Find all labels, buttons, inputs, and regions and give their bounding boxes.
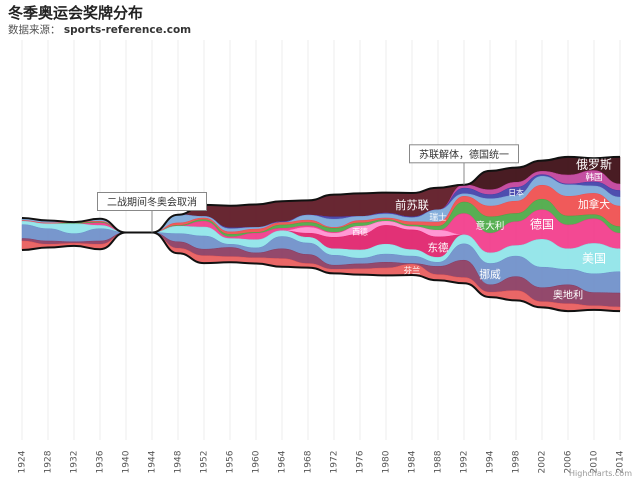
chart-title: 冬季奥运会奖牌分布 [8,4,144,22]
x-tick-1924: 1924 [18,450,28,473]
x-tick-1998: 1998 [512,450,522,473]
annotation-box-0 [97,192,207,211]
series-label-3: 日本 [508,187,524,197]
x-tick-1968: 1968 [304,450,314,473]
annotation-0: 二战期间冬奥会取消 [97,192,207,233]
annotation-text-0: 二战期间冬奥会取消 [107,196,197,209]
x-tick-2010: 2010 [590,450,600,473]
x-tick-1952: 1952 [200,451,210,474]
x-tick-1932: 1932 [70,451,80,474]
x-tick-2014: 2014 [616,450,626,473]
x-tick-1936: 1936 [96,450,106,473]
annotation-box-1 [409,144,519,164]
series-label-6: 意大利 [476,220,505,232]
chart-subtitle: 数据来源： sports-reference.com [8,22,191,37]
subtitle-label: 数据来源： [8,24,61,36]
x-tick-1980: 1980 [382,450,392,473]
x-tick-1984: 1984 [408,450,418,473]
x-tick-2002: 2002 [538,451,548,474]
annotations: 二战期间冬奥会取消 苏联解体，德国统一 [97,144,519,233]
subtitle-source: sports-reference.com [63,24,192,36]
x-tick-2006: 2006 [564,450,574,473]
x-tick-1964: 1964 [278,450,288,473]
x-tick-1992: 1992 [460,451,470,474]
series-label-2: 韩国 [585,172,602,183]
series-label-11: 挪威 [479,268,501,281]
x-tick-1928: 1928 [44,450,54,473]
x-tick-1944: 1944 [148,450,158,473]
series-label-8: 西德 [352,226,368,236]
series-label-9: 东德 [428,241,449,254]
series-label-10: 美国 [582,252,606,266]
x-tick-1940: 1940 [122,450,132,473]
x-tick-1960: 1960 [252,450,262,473]
series-label-0: 前苏联 [395,198,429,212]
annotation-1: 苏联解体，德国统一 [409,144,519,185]
stream-areas [21,155,621,313]
x-tick-1976: 1976 [356,450,366,473]
series-label-1: 俄罗斯 [576,157,612,171]
series-label-5: 加拿大 [578,198,610,211]
x-tick-1972: 1972 [330,451,340,474]
stream-outline-bottom [21,231,621,313]
annotation-text-1: 苏联解体，德国统一 [419,148,509,161]
credits-text: Highcharts.com [569,469,632,478]
x-tick-1988: 1988 [434,450,444,473]
x-tick-1948: 1948 [174,450,184,473]
series-label-7: 德国 [530,217,554,232]
series-label-12: 奥地利 [553,288,583,301]
x-tick-1994: 1994 [486,450,496,473]
x-tick-1956: 1956 [226,450,236,473]
x-axis: 1924 1928 1932 1936 1940 1944 1948 1952 1956 1960… [18,450,626,473]
series-label-4: 瑞士 [429,211,447,223]
series-label-13: 芬兰 [404,266,421,276]
